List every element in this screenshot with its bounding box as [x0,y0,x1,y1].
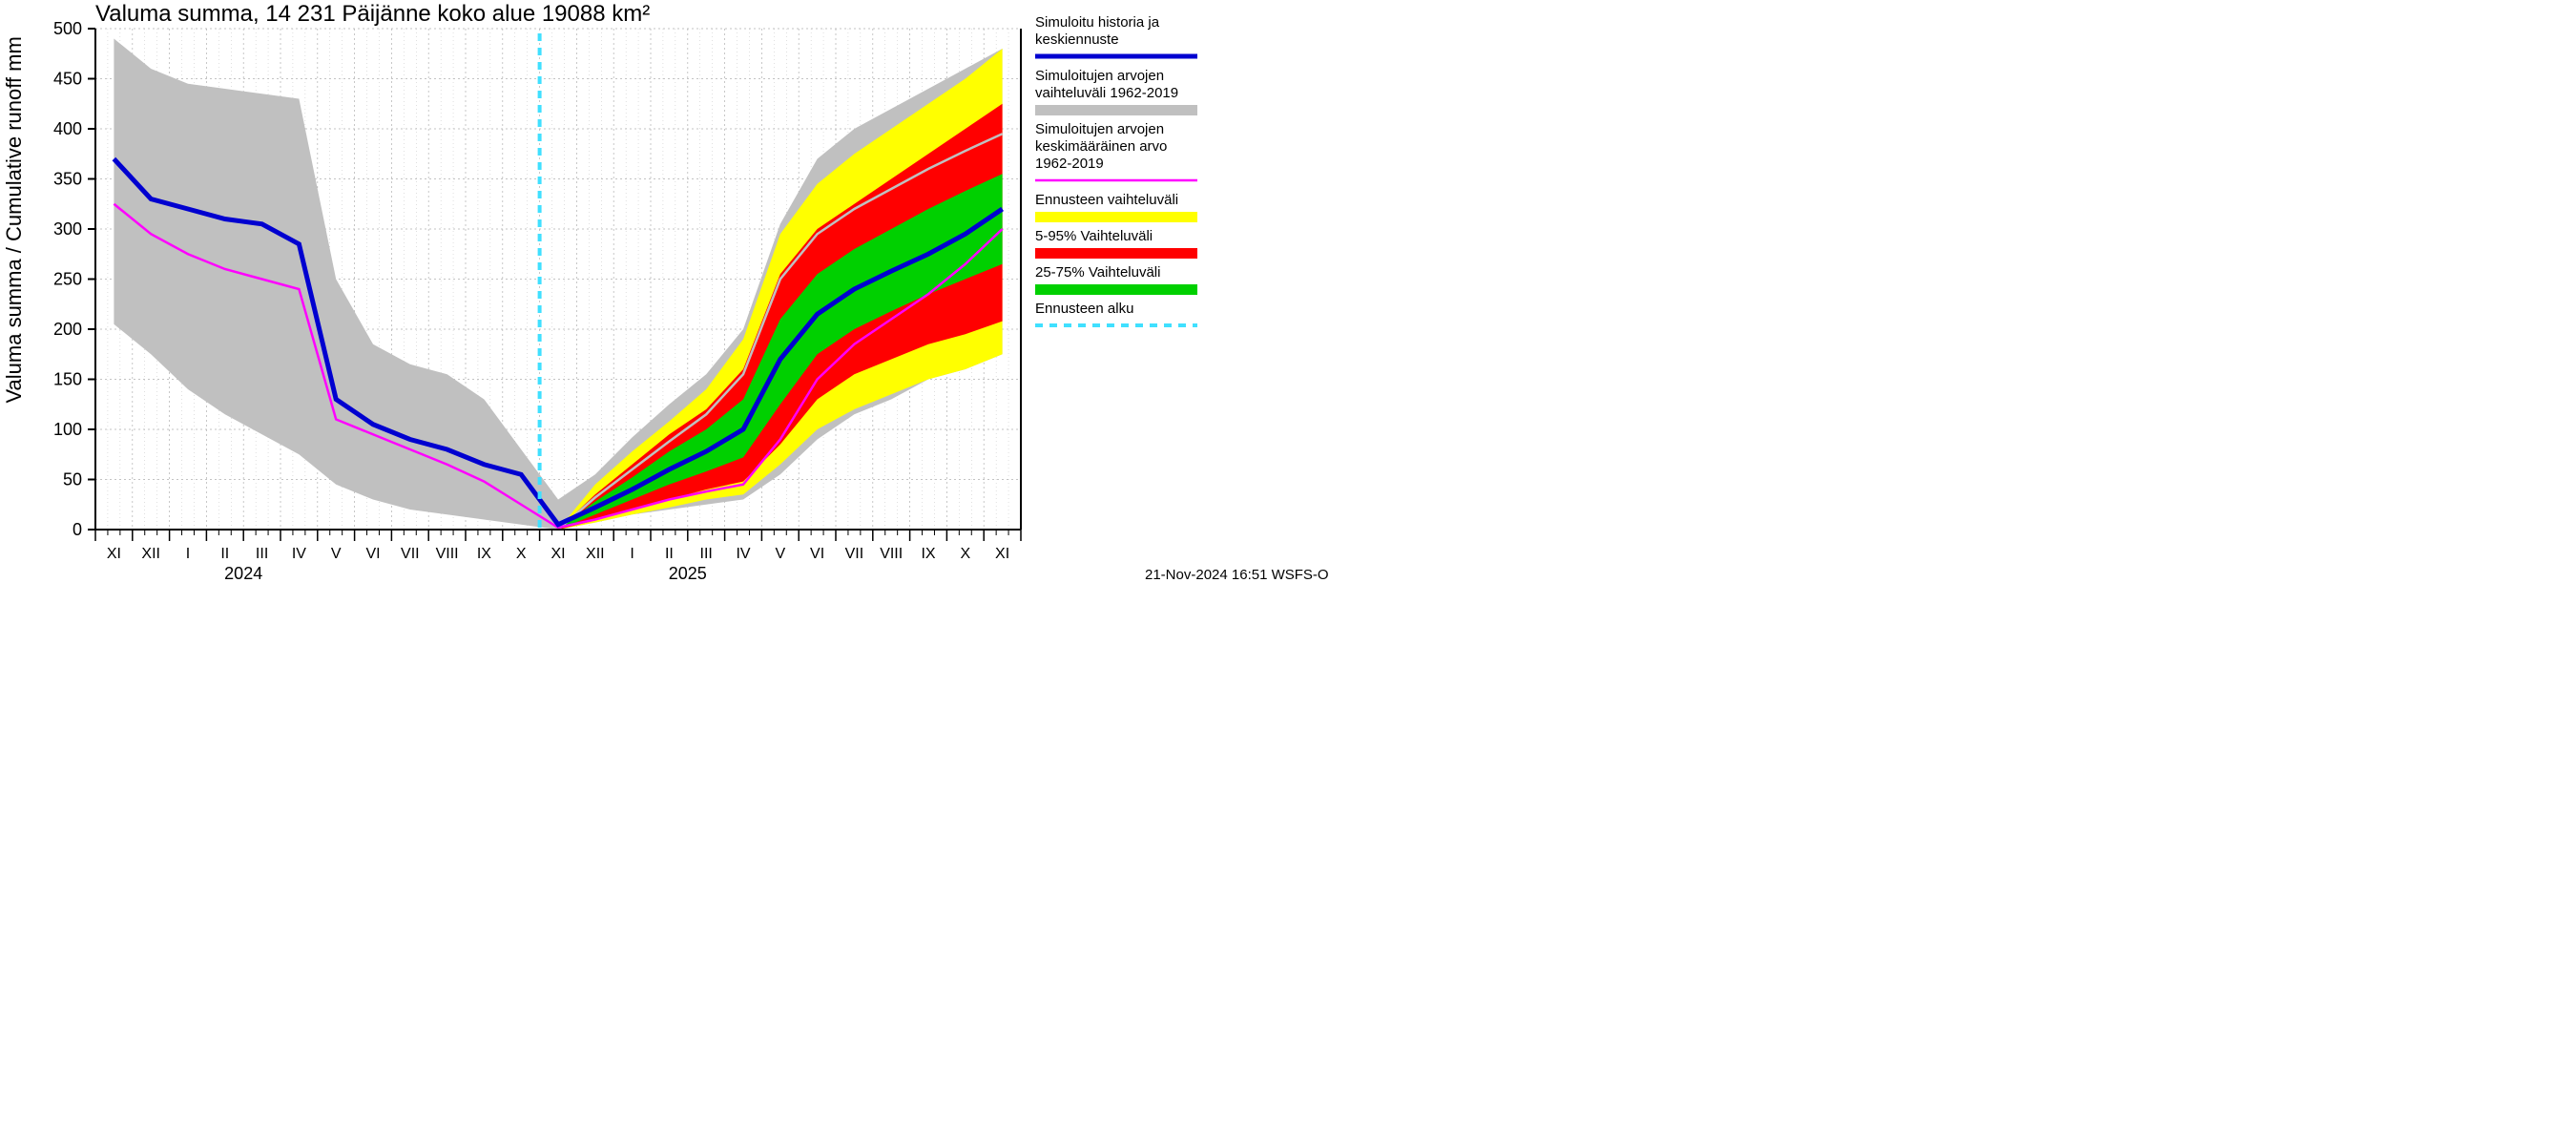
x-month-label: I [186,546,190,562]
legend-label: keskiennuste [1035,31,1119,48]
x-month-label: VII [401,546,420,562]
x-month-label: XII [141,546,160,562]
chart-container: 050100150200250300350400450500XIXIIIIIII… [0,0,1431,636]
legend-label: Simuloitu historia ja [1035,14,1160,31]
x-month-label: V [775,546,785,562]
y-tick-label: 50 [63,470,82,489]
x-month-label: XI [995,546,1009,562]
legend-swatch [1035,248,1197,259]
x-month-label: VIII [880,546,903,562]
x-year-label: 2025 [669,564,707,583]
x-month-label: IV [292,546,306,562]
y-tick-label: 350 [53,170,82,189]
legend-label: Ennusteen vaihteluväli [1035,192,1178,208]
y-tick-label: 450 [53,70,82,89]
y-axis-label: Valuma summa / Cumulative runoff mm [2,36,26,403]
y-tick-label: 500 [53,19,82,38]
x-month-label: IX [921,546,935,562]
x-month-label: IX [477,546,491,562]
x-month-label: IV [736,546,750,562]
x-month-label: X [960,546,970,562]
chart-svg: 050100150200250300350400450500XIXIIIIIII… [0,0,1431,636]
legend-label: 25-75% Vaihteluväli [1035,264,1160,281]
x-month-label: VIII [436,546,459,562]
x-month-label: II [665,546,674,562]
legend-label: 1962-2019 [1035,156,1104,172]
legend-label: Simuloitujen arvojen [1035,121,1164,137]
y-tick-label: 300 [53,219,82,239]
x-month-label: II [220,546,229,562]
y-tick-label: 200 [53,320,82,339]
x-month-label: I [630,546,634,562]
y-tick-label: 150 [53,370,82,389]
y-tick-label: 250 [53,270,82,289]
x-month-label: III [256,546,268,562]
x-month-label: X [516,546,527,562]
legend-swatch [1035,212,1197,222]
x-year-label: 2024 [224,564,262,583]
y-tick-label: 0 [73,520,82,539]
x-month-label: VII [845,546,864,562]
legend-swatch [1035,284,1197,295]
x-month-label: III [700,546,713,562]
x-month-label: XI [107,546,121,562]
chart-title: Valuma summa, 14 231 Päijänne koko alue … [95,1,650,27]
legend-label: keskimääräinen arvo [1035,138,1167,155]
x-month-label: XI [551,546,565,562]
x-month-label: XII [586,546,605,562]
legend-label: Ennusteen alku [1035,301,1133,317]
legend-label: Simuloitujen arvojen [1035,68,1164,84]
x-month-label: V [331,546,342,562]
chart-footer: 21-Nov-2024 16:51 WSFS-O [1145,567,1329,583]
x-month-label: VI [365,546,380,562]
legend-swatch [1035,105,1197,115]
legend-label: 5-95% Vaihteluväli [1035,228,1153,244]
x-month-label: VI [810,546,824,562]
y-tick-label: 400 [53,119,82,138]
y-tick-label: 100 [53,420,82,439]
legend-label: vaihteluväli 1962-2019 [1035,85,1178,101]
